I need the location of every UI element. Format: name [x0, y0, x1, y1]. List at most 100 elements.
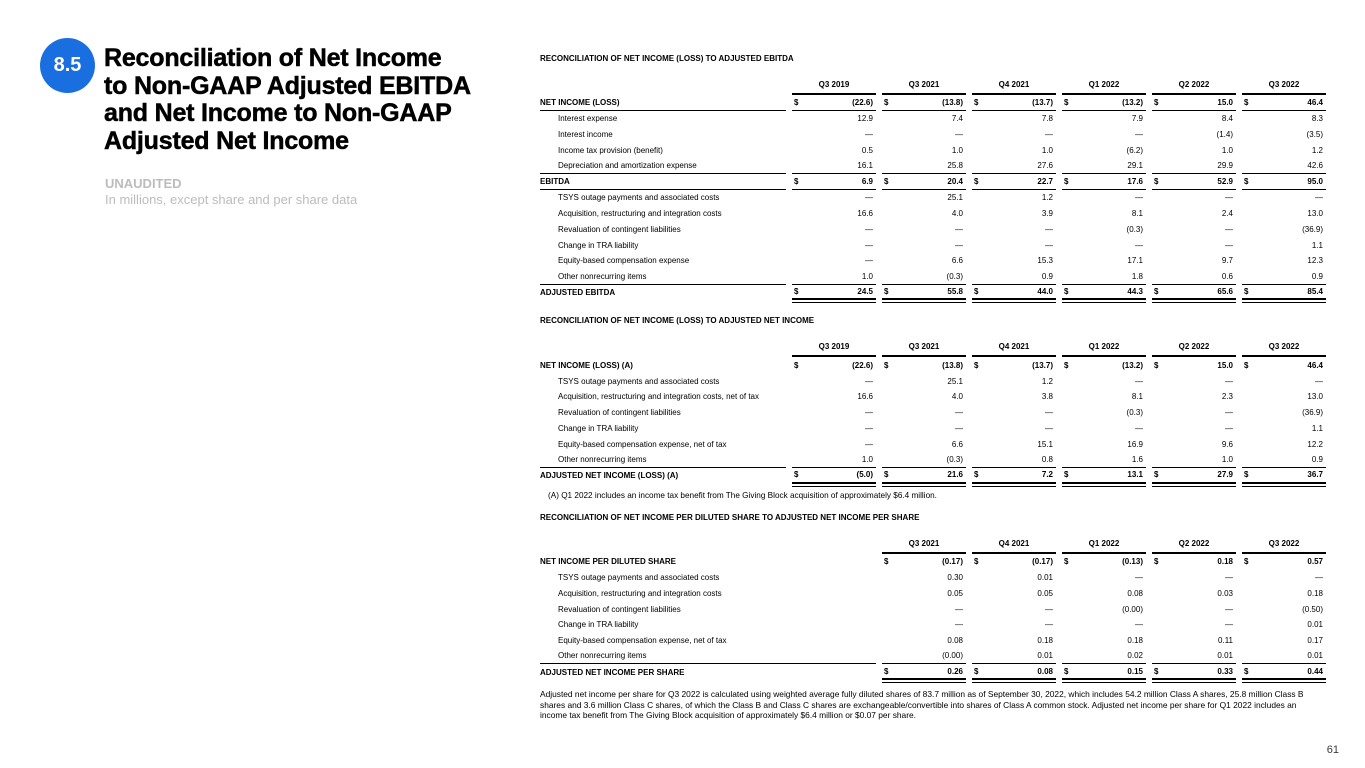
- page-title: Reconciliation of Net Income to Non-GAAP…: [104, 44, 472, 155]
- cell-value: 29.9: [1152, 158, 1236, 174]
- cell-value: 0.11: [1218, 636, 1233, 646]
- row-label: ADJUSTED NET INCOME (LOSS) (A): [540, 471, 679, 481]
- currency-symbol: $: [1154, 666, 1159, 676]
- table-row: ADJUSTED NET INCOME PER SHARE $0.26 $0.08 $…: [540, 664, 1326, 681]
- cell-value: $65.6: [1152, 285, 1236, 301]
- cell-value: —: [955, 129, 963, 139]
- cell-value: 8.4: [1221, 114, 1233, 124]
- currency-symbol: $: [974, 97, 979, 107]
- cell-value: —: [865, 256, 873, 266]
- table-row: NET INCOME PER DILUTED SHARE $ (0.17) $ (0.1…: [540, 554, 1326, 570]
- financial-table: Q3 2021 Q4 2021 Q1 2022 Q2 2022 Q3 2022 NET I…: [540, 528, 1326, 681]
- table-row: Acquisition, restructuring and integrati…: [540, 585, 1326, 601]
- row-label: Change in TRA liability: [558, 240, 639, 250]
- column-header: Q3 2022: [1242, 69, 1326, 95]
- currency-symbol: $: [1244, 360, 1249, 370]
- cell-value: 0.18: [1127, 636, 1143, 646]
- cell-value: —: [955, 408, 963, 418]
- table-title: RECONCILIATION OF NET INCOME (LOSS) TO A…: [540, 316, 815, 326]
- cell-value: —: [865, 423, 873, 433]
- cell-value: 1.8: [1062, 269, 1146, 285]
- table-row: Income tax provision (benefit) 0.5 1.0 1.0 (…: [540, 142, 1326, 158]
- table-title: RECONCILIATION OF NET INCOME PER DILUTED…: [540, 512, 920, 522]
- cell-value: —: [955, 620, 963, 630]
- cell-value: —: [1225, 604, 1233, 614]
- table-row: NET INCOME (LOSS) $ (22.6) $ (13.8) $ (13.7) $(…: [540, 95, 1326, 111]
- cell-value: $95.0: [1242, 174, 1326, 190]
- currency-symbol: $: [794, 286, 799, 296]
- cell-value: —: [1315, 376, 1323, 386]
- cell-value: —: [865, 193, 873, 203]
- currency-symbol: $: [1154, 557, 1159, 567]
- cell-value: —: [1225, 240, 1233, 250]
- cell-value: 0.8: [972, 452, 1056, 468]
- cell-value: $0.15: [1062, 664, 1146, 681]
- currency-symbol: $: [1244, 176, 1249, 186]
- cell-value: $ (13.2): [1064, 360, 1143, 370]
- cell-value: $22.7: [972, 174, 1056, 190]
- cell-value: —: [1225, 376, 1233, 386]
- currency-symbol: $: [1154, 470, 1159, 480]
- cell-value: 6.6: [951, 256, 963, 266]
- cell-value: —: [1045, 224, 1053, 234]
- unaudited-label: UNAUDITED: [105, 176, 182, 191]
- cell-value: 0.05: [1037, 588, 1053, 598]
- currency-symbol: $: [974, 360, 979, 370]
- cell-value: $7.2: [972, 468, 1056, 484]
- cell-value: 0.01: [1242, 649, 1326, 665]
- cell-value: 12.2: [1307, 439, 1323, 449]
- cell-value: —: [1045, 423, 1053, 433]
- table-row: Acquisition, restructuring and integrati…: [540, 389, 1326, 405]
- cell-value: 8.1: [1131, 392, 1143, 402]
- cell-value: 12.9: [857, 114, 873, 124]
- table-row: ADJUSTED NET INCOME (LOSS) (A) $ (5.0) $21.…: [540, 468, 1326, 484]
- currency-symbol: $: [1064, 557, 1069, 567]
- page-title-line: and Net Income to Non-GAAP: [104, 99, 452, 127]
- page-title-line: to Non-GAAP Adjusted EBITDA: [104, 71, 472, 100]
- cell-value: 3.9: [1041, 208, 1053, 218]
- cell-value: $ (13.8): [882, 95, 966, 111]
- cell-value: $0.26: [882, 664, 966, 681]
- currency-symbol: $: [1154, 360, 1159, 370]
- column-header: Q3 2022: [1242, 528, 1326, 554]
- column-header: Q4 2021: [972, 69, 1056, 95]
- footnote-a: (A) Q1 2022 includes an income tax benef…: [548, 490, 937, 500]
- currency-symbol: $: [974, 666, 979, 676]
- cell-value: 25.8: [882, 158, 966, 174]
- currency-symbol: $: [974, 286, 979, 296]
- table-row: Equity-based compensation expense — 6.6 15.…: [540, 253, 1326, 269]
- cell-value: 0.08: [1127, 588, 1143, 598]
- cell-value: $85.4: [1242, 285, 1326, 301]
- row-label: Revaluation of contingent liabilities: [558, 604, 681, 614]
- cell-value: 16.6: [857, 392, 873, 402]
- table-row: ADJUSTED EBITDA $24.5 $55.8 $44.0 $44.3 $65.6…: [540, 285, 1326, 301]
- cell-value: 27.6: [972, 158, 1056, 174]
- column-header: Q3 2021: [882, 69, 966, 95]
- financial-table: Q3 2019 Q3 2021 Q4 2021 Q1 2022 Q2 2022 Q3 20…: [540, 331, 1326, 484]
- cell-value: (3.5): [1306, 129, 1323, 139]
- cell-value: 25.1: [947, 376, 963, 386]
- cell-value: 42.6: [1242, 158, 1326, 174]
- table-adjusted-net-income-per-share: RECONCILIATION OF NET INCOME PER DILUTED…: [540, 512, 1326, 681]
- cell-value: —: [865, 129, 873, 139]
- currency-symbol: $: [1064, 666, 1069, 676]
- cell-value: $0.57: [1244, 557, 1323, 567]
- currency-symbol: $: [884, 286, 889, 296]
- cell-value: $ (13.2): [1062, 95, 1146, 111]
- currency-symbol: $: [1154, 286, 1159, 296]
- row-label: Other nonrecurring items: [540, 452, 786, 468]
- cell-value: 0.5: [861, 145, 873, 155]
- cell-value: 1.0: [1152, 452, 1236, 468]
- header-row: Q3 2021 Q4 2021 Q1 2022 Q2 2022 Q3 2022: [540, 528, 1326, 554]
- cell-value: (0.00): [1122, 604, 1143, 614]
- row-label: Other nonrecurring items: [540, 649, 876, 665]
- cell-value: 3.8: [1041, 392, 1053, 402]
- currency-symbol: $: [794, 470, 799, 480]
- row-label: Interest income: [558, 129, 613, 139]
- currency-symbol: $: [1244, 557, 1249, 567]
- cell-value: 16.9: [1127, 439, 1143, 449]
- table-row: Change in TRA liability — — — — — 1.1: [540, 237, 1326, 253]
- table-row: Other nonrecurring items 1.0 (0.3) 0.8 1.6 1.…: [540, 452, 1326, 468]
- cell-value: —: [865, 439, 873, 449]
